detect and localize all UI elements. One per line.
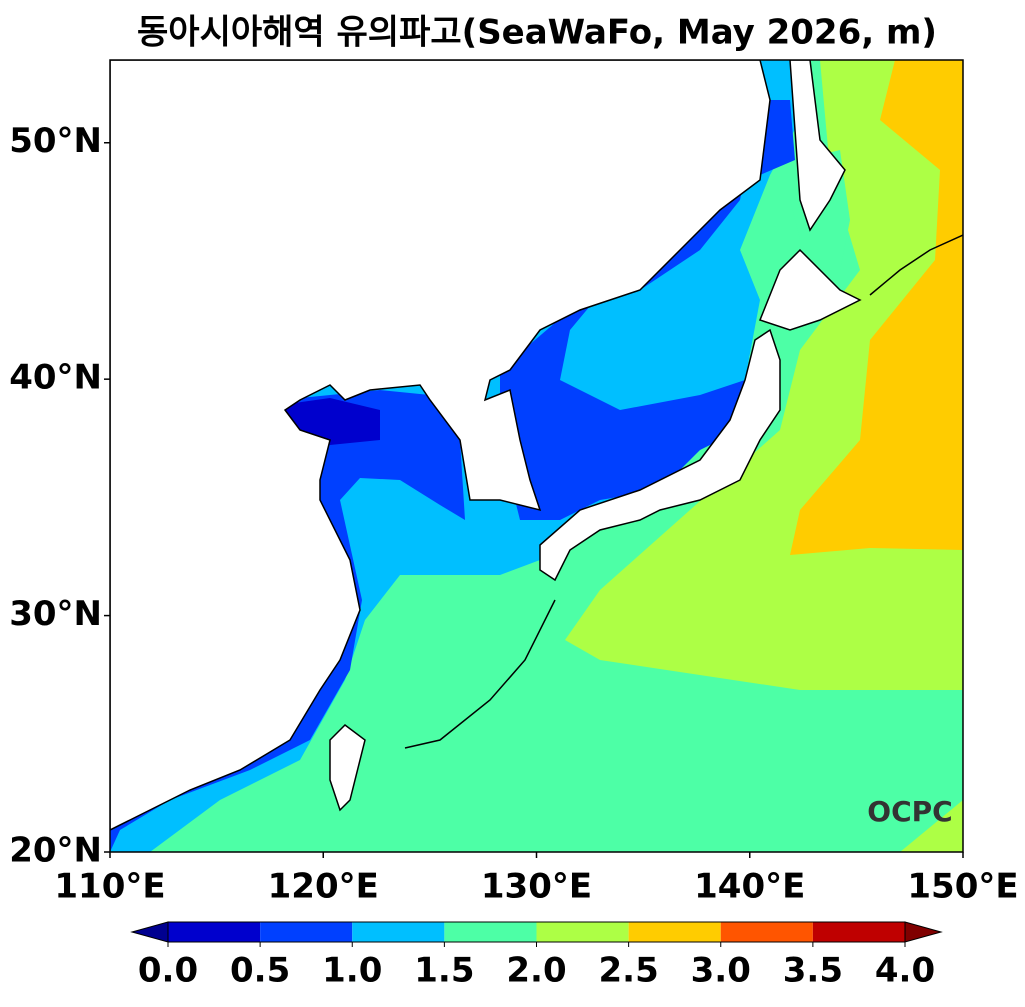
y-tick-label: 20°N	[9, 831, 102, 871]
x-tick-label: 140°E	[694, 867, 805, 907]
colorbar-tick-label: 3.5	[783, 951, 843, 991]
x-tick-label: 130°E	[481, 867, 592, 907]
colorbar-segment	[720, 922, 813, 942]
colorbar-over	[904, 921, 943, 943]
y-tick-label: 30°N	[9, 594, 102, 634]
wave-field	[110, 60, 963, 852]
colorbar-segment	[168, 922, 261, 942]
field-2-5-3	[790, 60, 963, 555]
y-tick-label: 40°N	[9, 358, 102, 398]
colorbar-tick-label: 0.0	[138, 951, 198, 991]
field-0-0-5	[280, 398, 380, 445]
colorbar-tick-label: 1.0	[322, 951, 382, 991]
colorbar-segment	[812, 922, 905, 942]
land-hokkaido	[759, 248, 862, 331]
x-tick-label: 150°E	[907, 867, 1018, 907]
x-tick-label: 110°E	[54, 867, 165, 907]
colorbar-tick-label: 2.0	[506, 951, 566, 991]
colorbar-segment	[628, 922, 721, 942]
land-sakhalin	[789, 60, 846, 232]
colorbar-segment	[444, 922, 537, 942]
land-japan	[539, 328, 781, 582]
kuril-islands	[869, 234, 963, 296]
y-tick-label: 50°N	[9, 121, 102, 161]
field-2-2-5	[900, 800, 963, 852]
logo: OCPC	[867, 795, 952, 828]
colorbar-segment	[260, 922, 353, 942]
colorbar-under	[130, 921, 169, 943]
land-asia	[110, 60, 771, 831]
colorbar-tick-label: 1.5	[414, 951, 474, 991]
x-tick-label: 120°E	[268, 867, 379, 907]
colorbar-segment	[352, 922, 445, 942]
colorbar-tick-label: 4.0	[875, 951, 935, 991]
title: 동아시아해역 유의파고(SeaWaFo, May 2026, m)	[137, 13, 937, 53]
colorbar-segment	[536, 922, 629, 942]
colorbar-tick-label: 0.5	[230, 951, 290, 991]
ryukyu-islands	[404, 599, 556, 749]
colorbar-tick-label: 3.0	[691, 951, 751, 991]
colorbar-tick-label: 2.5	[599, 951, 659, 991]
land-taiwan	[329, 724, 366, 812]
